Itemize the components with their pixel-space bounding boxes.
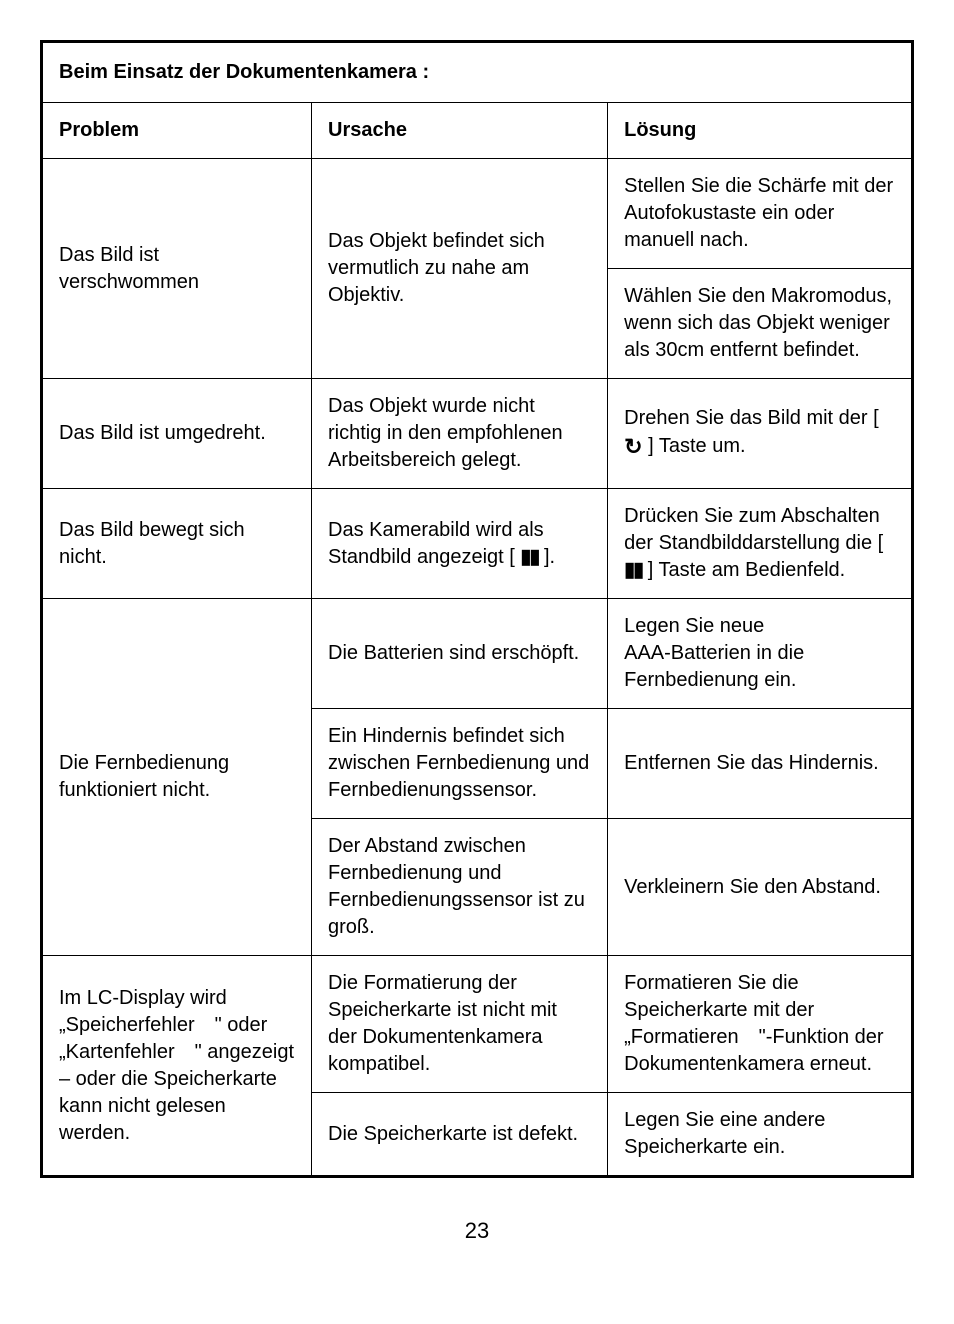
table-row: Das Bild ist umgedreht. Das Objekt wurde… <box>42 379 913 489</box>
table-row: Das Bild ist verschwommen Das Objekt bef… <box>42 159 913 269</box>
table-row: Im LC-Display wird „Speicherfehler " ode… <box>42 956 913 1093</box>
text: ] Taste um. <box>643 435 746 457</box>
pause-icon: ▮▮ <box>520 544 538 571</box>
cell-cause: Ein Hindernis befindet sich zwischen Fer… <box>312 709 608 819</box>
cell-problem: Die Fernbedienung funktioniert nicht. <box>42 599 312 956</box>
troubleshooting-table: Beim Einsatz der Dokumentenkamera : Prob… <box>40 40 914 1178</box>
cell-cause: Die Speicherkarte ist defekt. <box>312 1093 608 1177</box>
cell-cause: Die Formatierung der Speicherkarte ist n… <box>312 956 608 1093</box>
cell-solution: Drücken Sie zum Abschalten der Standbild… <box>608 489 913 599</box>
cell-solution: Stellen Sie die Schärfe mit der Autofoku… <box>608 159 913 269</box>
text: Legen Sie neue <box>624 615 764 637</box>
cell-problem: Im LC-Display wird „Speicherfehler " ode… <box>42 956 312 1177</box>
pause-icon: ▮▮ <box>624 557 642 584</box>
text: Drehen Sie das Bild mit der [ <box>624 407 879 429</box>
cell-cause: Die Batterien sind erschöpft. <box>312 599 608 709</box>
header-problem: Problem <box>42 103 312 159</box>
cell-solution: Wählen Sie den Makromodus, wenn sich das… <box>608 269 913 379</box>
cell-solution: Entfernen Sie das Hindernis. <box>608 709 913 819</box>
cell-solution: Legen Sie neue AAA-Batterien in die Fern… <box>608 599 913 709</box>
cell-cause: Das Objekt befindet sich vermutlich zu n… <box>312 159 608 379</box>
cell-solution: Verkleinern Sie den Abstand. <box>608 819 913 956</box>
text: ] Taste am Bedienfeld. <box>642 559 845 581</box>
cell-solution: Formatieren Sie die Speicherkarte mit de… <box>608 956 913 1093</box>
cell-cause: Das Objekt wurde nicht richtig in den em… <box>312 379 608 489</box>
cell-problem: Das Bild ist umgedreht. <box>42 379 312 489</box>
table-row: Die Fernbedienung funktioniert nicht. Di… <box>42 599 913 709</box>
table-title: Beim Einsatz der Dokumentenkamera : <box>42 42 913 103</box>
rotate-icon: ↻ <box>624 432 642 462</box>
text: Das Kamerabild wird als Standbild angeze… <box>328 519 544 568</box>
header-cause: Ursache <box>312 103 608 159</box>
cell-cause: Das Kamerabild wird als Standbild angeze… <box>312 489 608 599</box>
cell-solution: Drehen Sie das Bild mit der [ ↻ ] Taste … <box>608 379 913 489</box>
cell-solution: Legen Sie eine andere Speicherkarte ein. <box>608 1093 913 1177</box>
text: Drücken Sie zum Abschalten der Standbild… <box>624 505 883 554</box>
text: AAA-Batterien in die Fernbedienung ein. <box>624 642 804 691</box>
cell-problem: Das Bild bewegt sich nicht. <box>42 489 312 599</box>
table-row: Das Bild bewegt sich nicht. Das Kamerabi… <box>42 489 913 599</box>
page-number: 23 <box>40 1218 914 1244</box>
table-title-row: Beim Einsatz der Dokumentenkamera : <box>42 42 913 103</box>
table-header-row: Problem Ursache Lösung <box>42 103 913 159</box>
header-solution: Lösung <box>608 103 913 159</box>
cell-cause: Der Abstand zwischen Fernbedienung und F… <box>312 819 608 956</box>
text: ]. <box>538 546 555 568</box>
cell-problem: Das Bild ist verschwommen <box>42 159 312 379</box>
